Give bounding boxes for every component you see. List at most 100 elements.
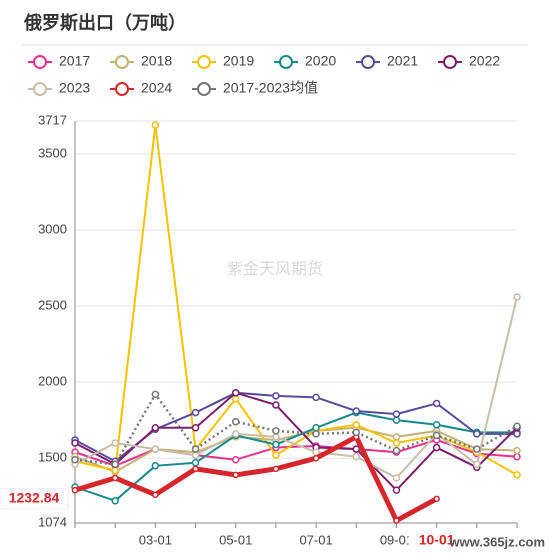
point-marker — [392, 486, 401, 494]
point-marker — [152, 491, 159, 498]
highlight-y-label: 1232.84 — [9, 490, 60, 506]
point-marker — [513, 430, 521, 438]
point-marker — [151, 390, 160, 399]
point-marker — [231, 395, 240, 403]
point-marker — [392, 410, 401, 418]
point-marker — [272, 451, 280, 459]
highlight-y-box — [0, 488, 69, 510]
footer-watermark: www.365jz.com — [448, 534, 545, 549]
legend-label: 2023 — [59, 80, 90, 96]
x-tick-label: 07-01 — [299, 532, 332, 547]
point-marker — [473, 430, 481, 438]
legend-label: 2019 — [223, 53, 254, 69]
point-marker — [231, 417, 240, 426]
point-marker — [192, 465, 199, 473]
series-line — [74, 391, 518, 492]
point-marker — [71, 455, 79, 464]
series-line — [74, 434, 438, 524]
point-marker — [392, 439, 401, 447]
point-marker — [432, 431, 441, 440]
legend-label: 2022 — [469, 53, 500, 69]
legend-item: 2023 — [28, 80, 90, 96]
point-marker — [513, 293, 521, 301]
point-marker — [513, 446, 521, 455]
legend-marker — [197, 55, 211, 69]
series-line — [74, 411, 517, 502]
legend-item: 2017-2023均值 — [192, 80, 318, 96]
point-marker — [191, 424, 200, 432]
point-marker — [111, 466, 119, 475]
point-marker — [473, 445, 481, 453]
y-tick-label: 3717 — [38, 112, 67, 127]
point-marker — [231, 389, 240, 397]
legend-label: 2020 — [305, 53, 336, 69]
x-tick-label: 09-01 — [380, 532, 413, 547]
point-marker — [312, 454, 320, 462]
point-marker — [352, 407, 361, 415]
point-marker — [272, 465, 280, 473]
y-tick-label: 2000 — [38, 374, 67, 389]
legend-marker — [33, 82, 47, 96]
point-marker — [393, 517, 400, 524]
point-marker — [432, 399, 441, 408]
point-marker — [272, 392, 280, 400]
point-marker — [352, 428, 361, 437]
point-marker — [352, 452, 361, 461]
point-marker — [392, 474, 401, 482]
legend-item: 2019 — [192, 53, 254, 69]
point-marker — [473, 460, 481, 469]
legend-label: 2018 — [141, 53, 172, 69]
point-marker — [513, 452, 521, 461]
point-marker — [352, 420, 361, 429]
point-marker — [151, 462, 160, 470]
point-marker — [191, 451, 200, 459]
point-marker — [231, 430, 240, 438]
legend-item: 2017 — [28, 53, 90, 69]
highlight-x-box — [408, 531, 465, 551]
chart-title: 俄罗斯出口（万吨） — [23, 12, 186, 33]
point-marker — [312, 393, 320, 402]
legend-marker — [443, 55, 457, 69]
point-marker — [513, 422, 521, 431]
legend-item: 2020 — [274, 53, 336, 69]
point-marker — [392, 433, 401, 441]
point-marker — [151, 121, 160, 129]
point-marker — [312, 448, 320, 456]
point-marker — [272, 433, 280, 441]
legend-label: 2021 — [387, 53, 418, 69]
watermark: 紫金天风期货 — [227, 260, 323, 278]
point-marker — [151, 424, 160, 432]
point-marker — [272, 427, 280, 435]
point-marker — [272, 440, 280, 449]
point-marker — [232, 471, 239, 479]
series-line — [74, 124, 518, 476]
point-marker — [191, 408, 200, 417]
legend-label: 2017 — [59, 53, 90, 69]
point-marker — [432, 443, 441, 452]
legend-marker — [33, 55, 47, 69]
point-marker — [111, 497, 119, 505]
legend-item: 2018 — [110, 53, 172, 69]
legend-marker — [279, 55, 293, 69]
point-marker — [111, 439, 119, 447]
point-marker — [71, 486, 79, 494]
point-marker — [151, 445, 160, 453]
point-marker — [312, 424, 320, 432]
y-tick-label: 1074 — [38, 514, 67, 529]
y-tick-label: 1500 — [38, 450, 67, 465]
point-marker — [312, 430, 320, 438]
legend-marker — [115, 82, 129, 96]
point-marker — [392, 416, 401, 424]
point-marker — [191, 459, 200, 467]
point-marker — [432, 420, 441, 429]
point-marker — [392, 446, 401, 455]
highlight-x-label: 10-01 — [419, 532, 455, 548]
point-marker — [352, 445, 361, 453]
y-tick-label: 2500 — [38, 298, 67, 313]
point-marker — [433, 495, 440, 503]
legend-label: 2024 — [141, 80, 172, 96]
y-tick-label: 3500 — [38, 145, 67, 160]
point-marker — [272, 401, 280, 409]
legend-label: 2017-2023均值 — [223, 80, 318, 96]
